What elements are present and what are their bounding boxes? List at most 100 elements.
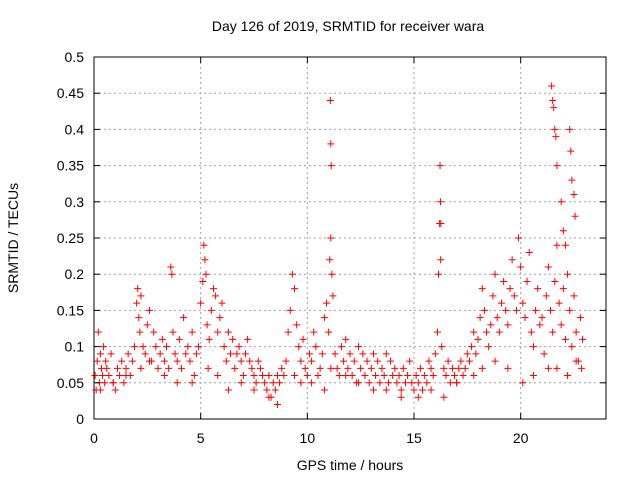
data-point [444,357,452,365]
data-point [355,343,363,351]
data-point [421,372,429,380]
data-point [570,292,578,300]
data-point [103,364,111,372]
data-point [337,343,345,351]
data-point [401,379,409,387]
y-tick-label: 0.1 [65,339,85,355]
data-point [120,379,128,387]
data-point [246,357,254,365]
data-point [167,263,175,271]
data-point [310,328,318,336]
data-point [549,328,557,336]
data-point [538,314,546,322]
data-point [487,321,495,329]
data-point [365,379,373,387]
data-point [380,372,388,380]
data-point [280,372,288,380]
data-point [96,350,104,358]
axis-ticks [93,56,606,420]
data-point [122,372,130,380]
data-point [195,343,203,351]
data-point [387,357,395,365]
y-tick-labels: 0 0.05 0.1 0.15 0.2 0.25 0.3 0.35 0.4 0.45 0.5 [57,49,84,427]
data-point [566,125,574,133]
data-point [451,372,459,380]
data-point [504,321,512,329]
data-point [416,364,424,372]
data-point [235,343,243,351]
data-point [286,306,294,314]
data-point [557,321,565,329]
data-point [519,379,527,387]
data-point [536,321,544,329]
data-point [372,372,380,380]
data-point [116,372,124,380]
data-point [175,335,183,343]
data-point [163,343,171,351]
data-point [480,306,488,314]
data-point [314,372,322,380]
data-point [389,372,397,380]
data-point [559,285,567,293]
data-point [107,350,115,358]
data-point [553,241,561,249]
y-tick-label: 0.25 [57,230,84,246]
data-point [376,379,384,387]
data-point [93,357,101,365]
data-point [278,364,286,372]
data-point [171,350,179,358]
data-point [369,350,377,358]
data-point [547,306,555,314]
data-point [216,314,224,322]
data-point [190,372,198,380]
data-point [169,328,177,336]
data-point [135,314,143,322]
data-point [327,162,335,170]
data-point [348,372,356,380]
data-point [555,299,563,307]
data-point [342,372,350,380]
x-tick-labels: 0 5 10 15 20 [90,430,529,446]
data-point [572,328,580,336]
data-point [160,357,168,365]
data-point [549,96,557,104]
data-point [173,357,181,365]
data-point [182,350,190,358]
chart-grid [94,57,606,419]
data-point [145,357,153,365]
data-point [265,372,273,380]
data-point [111,386,119,394]
data-point [557,198,565,206]
data-point [504,364,512,372]
data-point [534,285,542,293]
data-point [344,364,352,372]
data-point [207,306,215,314]
data-point [437,220,445,228]
data-point [497,299,505,307]
data-point [328,270,336,278]
data-point [124,350,132,358]
data-point [553,162,561,170]
data-point [165,364,173,372]
data-point [156,350,164,358]
data-point [222,357,230,365]
data-point [340,357,348,365]
data-point [437,256,445,264]
data-point [384,379,392,387]
data-point [551,277,559,285]
data-point [378,364,386,372]
data-point [261,379,269,387]
data-point [461,364,469,372]
y-axis-label: SRMTID / TECUs [5,183,21,293]
data-point [423,379,431,387]
data-point [515,234,523,242]
data-point [542,292,550,300]
data-point [404,372,412,380]
data-point [192,350,200,358]
data-point [273,372,281,380]
data-point [493,314,501,322]
data-point [425,357,433,365]
data-point [406,357,414,365]
data-point [427,386,435,394]
data-point [128,357,136,365]
